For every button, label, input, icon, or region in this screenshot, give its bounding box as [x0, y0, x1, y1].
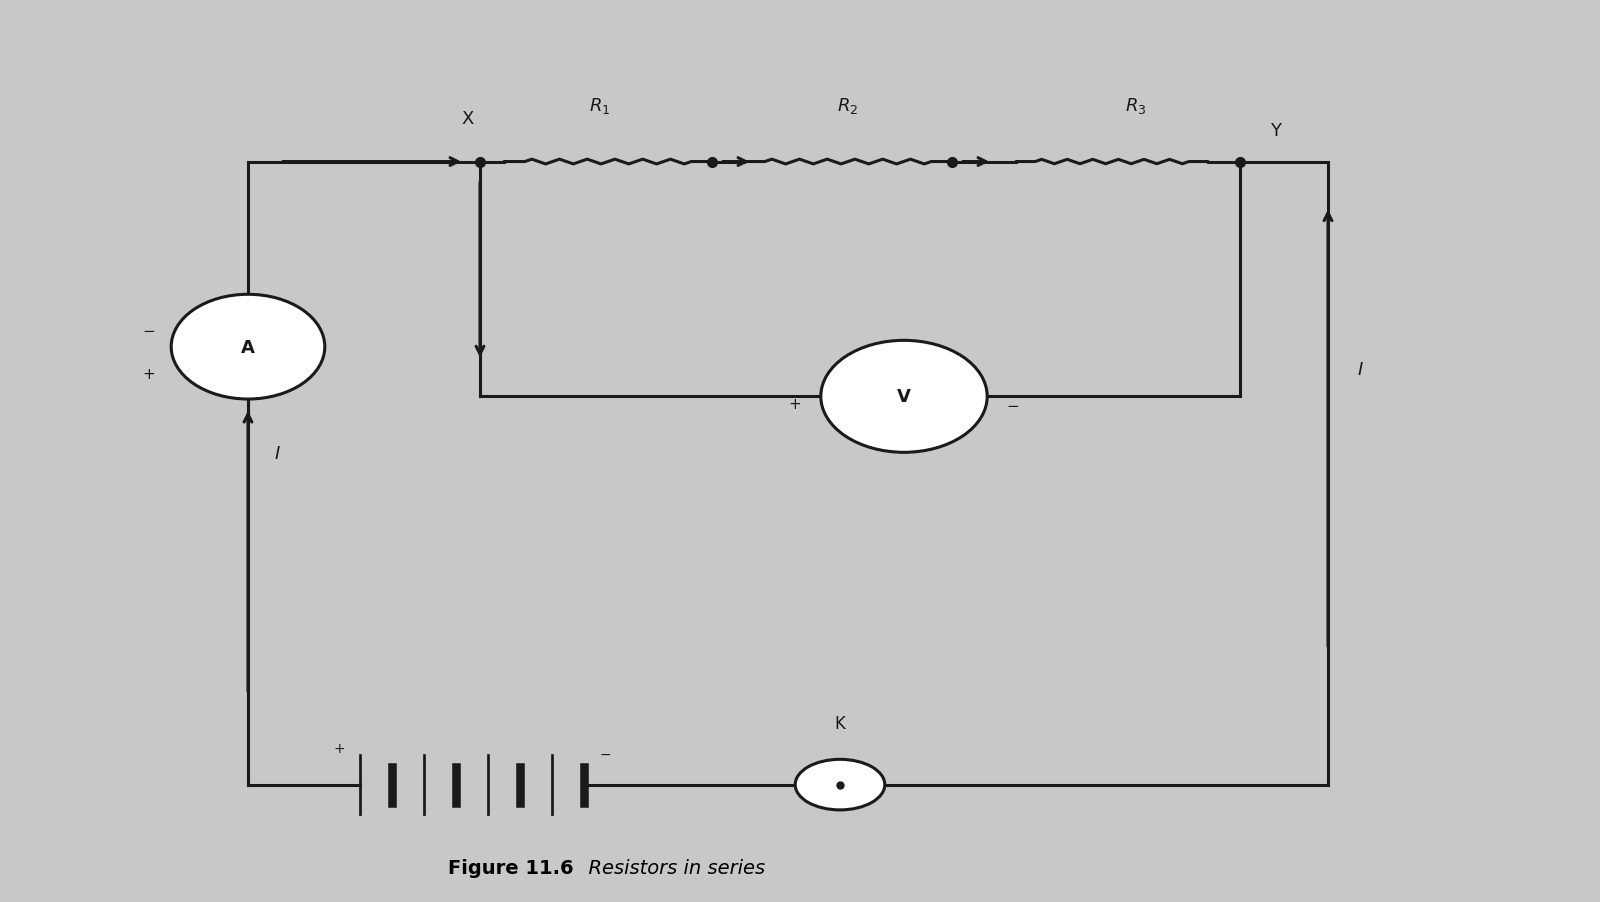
Text: $R_3$: $R_3$ [1125, 96, 1147, 115]
Text: $R_1$: $R_1$ [589, 96, 611, 115]
Text: Figure 11.6: Figure 11.6 [448, 858, 574, 878]
Text: Y: Y [1270, 122, 1280, 140]
Text: $+$: $+$ [789, 397, 802, 411]
Text: $-$: $-$ [1006, 397, 1019, 411]
Ellipse shape [171, 295, 325, 400]
Ellipse shape [821, 341, 987, 453]
Text: A: A [242, 338, 254, 356]
Text: $+$: $+$ [142, 367, 155, 382]
Text: $R_2$: $R_2$ [837, 96, 859, 115]
Text: X: X [461, 110, 474, 128]
Text: Resistors in series: Resistors in series [576, 858, 765, 878]
Circle shape [795, 759, 885, 810]
Text: $-$: $-$ [142, 322, 155, 336]
Text: $-$: $-$ [598, 746, 611, 760]
Text: $I$: $I$ [1357, 361, 1363, 379]
Text: V: V [898, 388, 910, 406]
Text: $+$: $+$ [333, 741, 346, 756]
Text: $I$: $I$ [274, 445, 280, 463]
Text: K: K [835, 714, 845, 732]
